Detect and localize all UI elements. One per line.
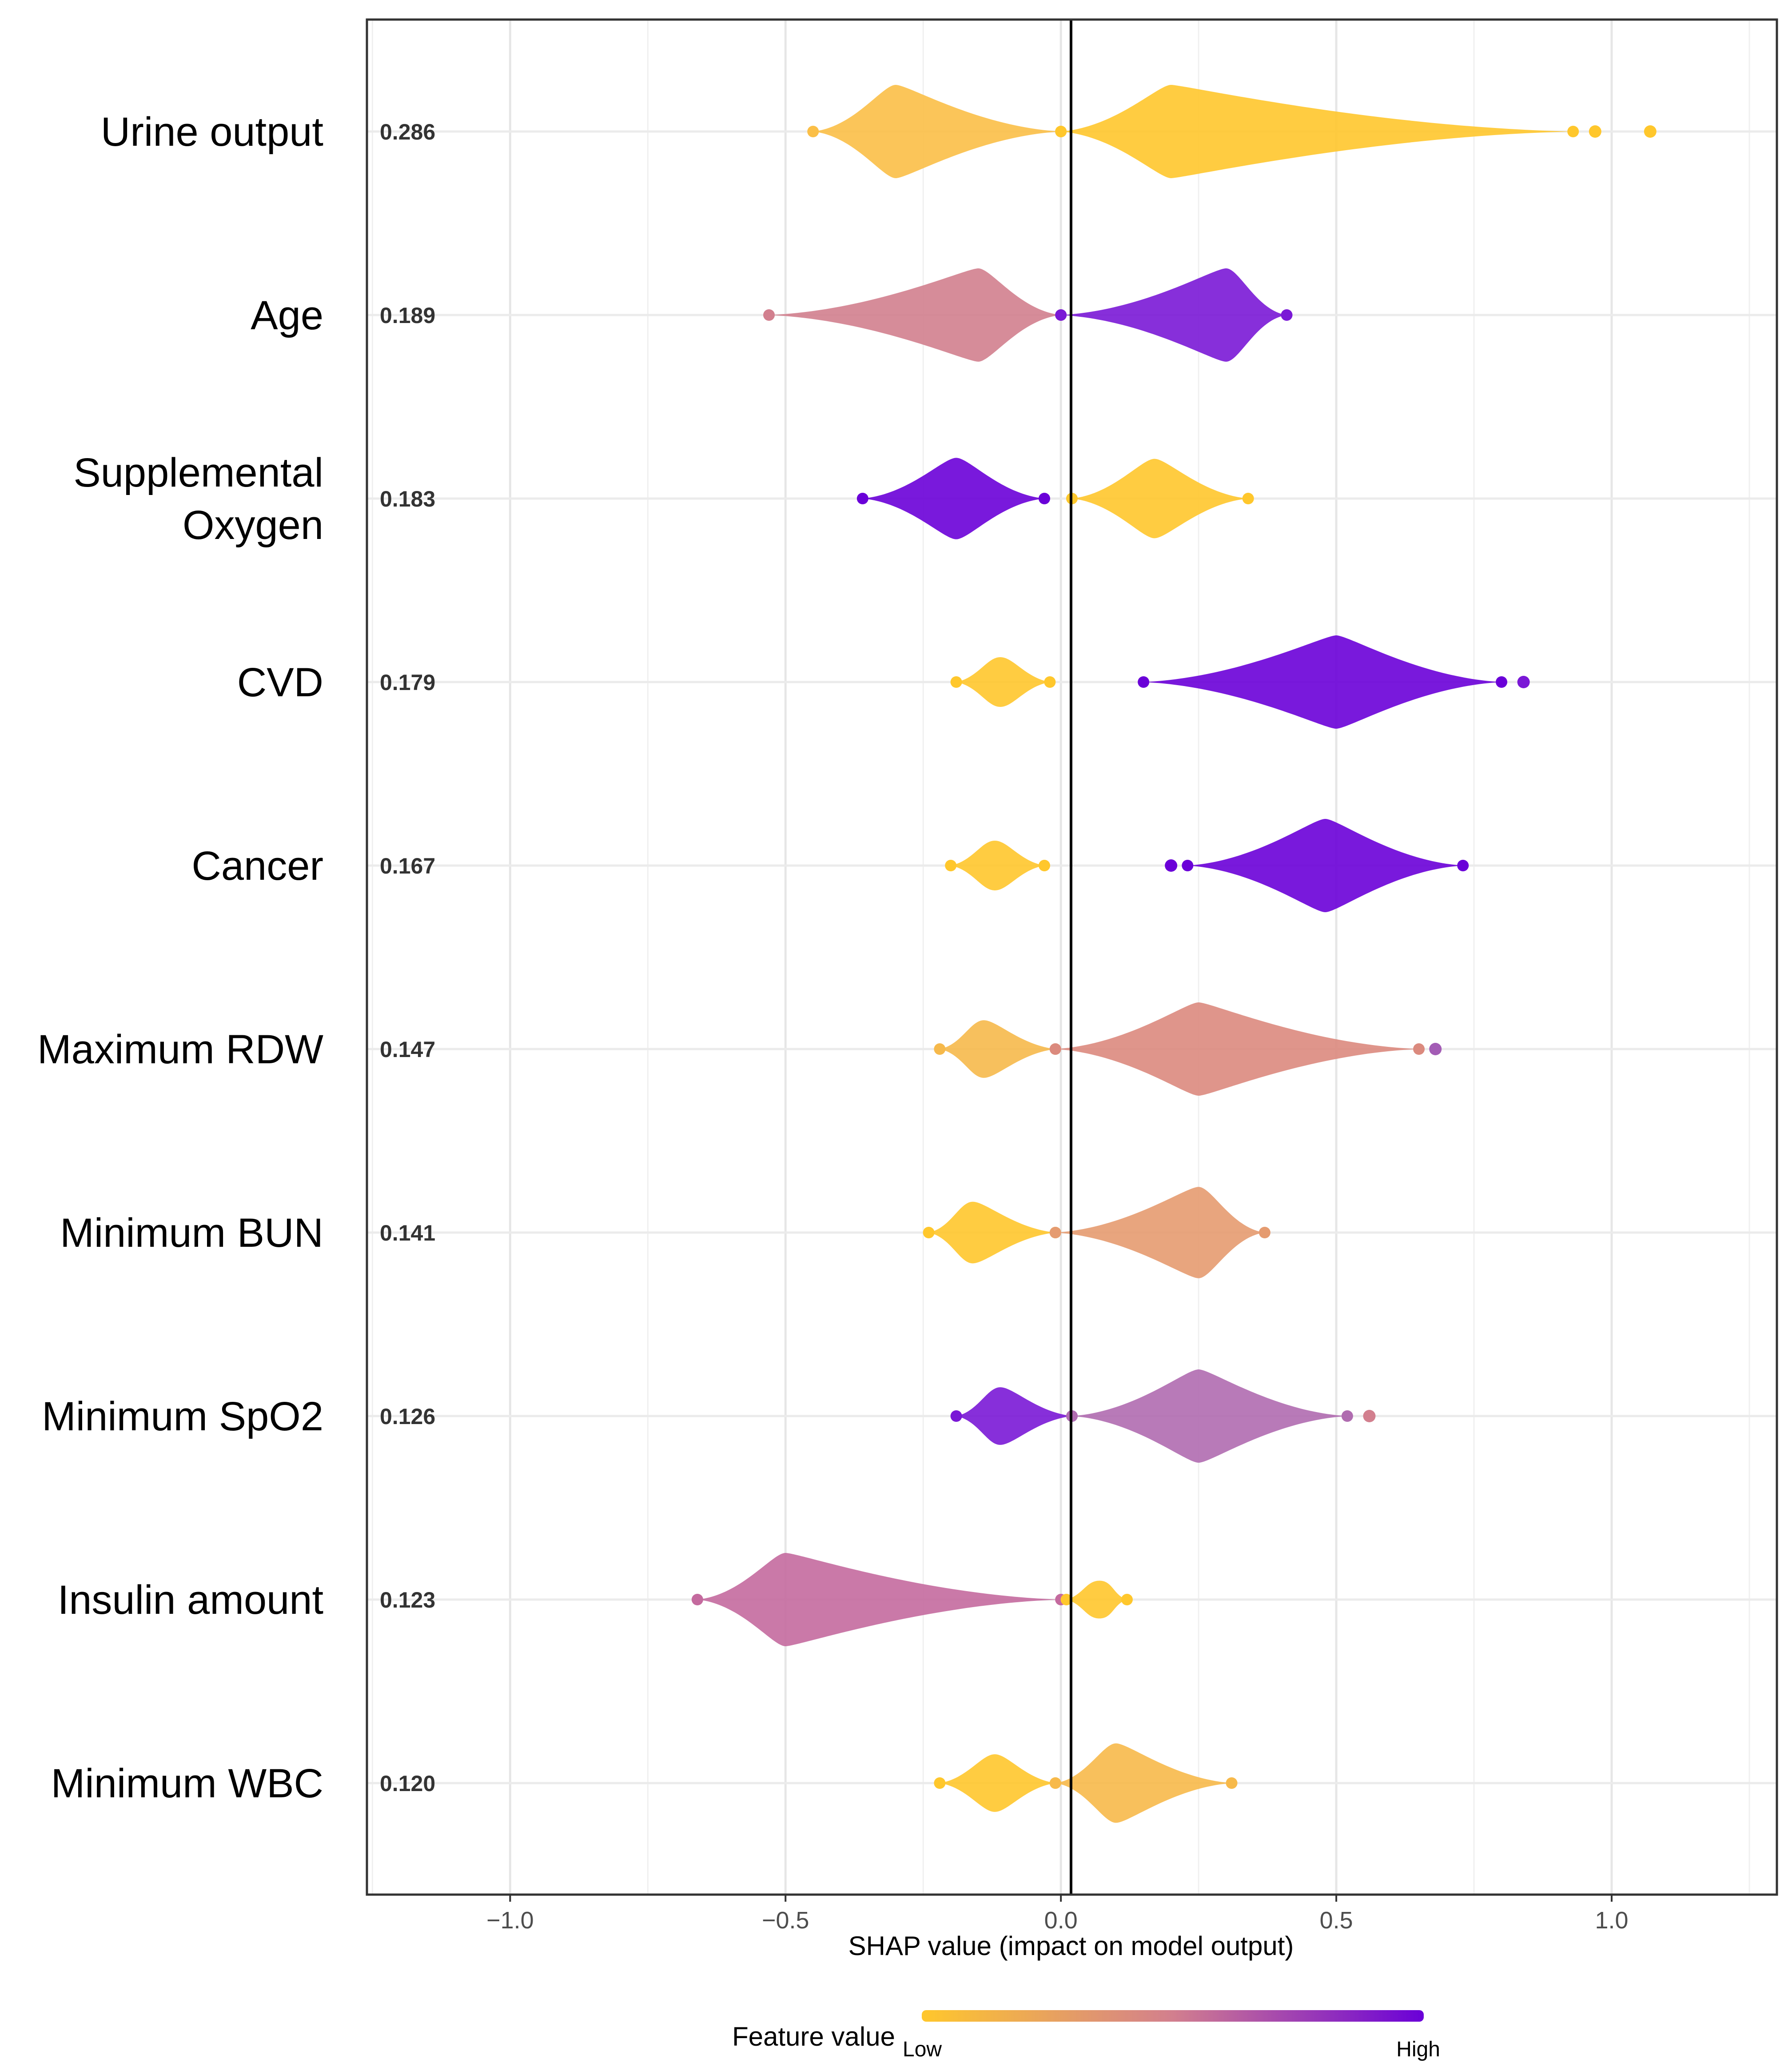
x-tick-label: 0.5	[1320, 1907, 1353, 1934]
high-value-points-end-point	[1049, 1227, 1061, 1238]
feature-label: Maximum RDW	[37, 1027, 323, 1072]
low-value-points	[940, 1020, 1055, 1078]
low-value-points	[862, 458, 1045, 539]
low-value-points-end-point	[923, 1227, 935, 1238]
x-tick-label: −1.0	[486, 1907, 534, 1934]
low-value-points	[956, 1387, 1072, 1445]
low-value-points	[951, 841, 1045, 890]
low-value-points	[813, 85, 1061, 178]
high-value-points-end-point	[1049, 1043, 1061, 1055]
mean-shap-label: 0.183	[380, 487, 435, 511]
legend-high-label: High	[1396, 2038, 1440, 2061]
feature-label: Minimum BUN	[60, 1210, 323, 1256]
feature-label: CVD	[237, 660, 323, 705]
feature-label: Age	[251, 293, 323, 338]
high-value-points	[1061, 268, 1287, 362]
high-value-points-end-point	[1457, 860, 1469, 871]
x-tick-label: 0.0	[1044, 1907, 1078, 1934]
high-value-points-end-point	[1567, 126, 1579, 137]
high-value-points-end-point	[1182, 860, 1194, 871]
legend-title: Feature value	[732, 2022, 895, 2051]
high-value-points-end-point	[1242, 493, 1254, 504]
outlier-point	[1165, 859, 1178, 872]
low-value-points-end-point	[1044, 676, 1056, 688]
mean-shap-label: 0.179	[380, 670, 435, 695]
low-value-points-end-point	[1039, 493, 1051, 504]
low-value-points-end-point	[934, 1777, 946, 1789]
low-value-points	[940, 1754, 1055, 1812]
low-value-points-end-point	[950, 676, 962, 688]
low-value-points-end-point	[763, 309, 775, 321]
low-value-points-end-point	[945, 860, 957, 871]
high-value-points	[1143, 635, 1502, 729]
low-value-points-end-point	[934, 1043, 946, 1055]
high-value-points-end-point	[1226, 1777, 1238, 1789]
high-value-points-end-point	[1060, 1594, 1072, 1605]
high-value-points	[1072, 459, 1248, 539]
legend: Feature value Low High	[732, 2010, 1440, 2061]
high-value-points	[1072, 1369, 1347, 1463]
high-value-points	[1066, 1580, 1127, 1619]
high-value-points-end-point	[1413, 1043, 1425, 1055]
data-points	[691, 85, 1657, 1823]
high-value-points	[1055, 1002, 1419, 1096]
high-value-points	[1055, 1743, 1232, 1823]
outlier-point	[1644, 125, 1657, 138]
x-axis-label: SHAP value (impact on model output)	[848, 1931, 1294, 1961]
feature-label: Minimum WBC	[51, 1761, 323, 1806]
x-tick-label: 1.0	[1595, 1907, 1629, 1934]
low-value-points-end-point	[856, 493, 868, 504]
high-value-points-end-point	[1055, 126, 1067, 137]
high-value-points-end-point	[1121, 1594, 1133, 1605]
feature-label: Supplemental Oxygen	[73, 450, 323, 548]
high-value-points	[1055, 1187, 1265, 1278]
high-value-points	[1187, 819, 1463, 912]
mean-shap-label: 0.189	[380, 303, 435, 328]
feature-labels: Urine output 0.286 Age 0.189 Supplemental Oxy…	[37, 109, 435, 1806]
x-axis-ticks: −1.0 −0.5 0.0 0.5 1.0	[486, 1895, 1629, 1934]
high-value-points-end-point	[1496, 676, 1508, 688]
plot-border	[366, 18, 1778, 1896]
low-value-points-end-point	[691, 1594, 703, 1605]
mean-shap-label: 0.126	[380, 1404, 435, 1429]
mean-shap-label: 0.286	[380, 120, 435, 144]
feature-label: Minimum SpO2	[42, 1394, 323, 1439]
high-value-points-end-point	[1049, 1777, 1061, 1789]
high-value-points-end-point	[1281, 309, 1293, 321]
low-value-points	[769, 268, 1061, 362]
mean-shap-label: 0.123	[380, 1588, 435, 1612]
high-value-points-end-point	[1055, 309, 1067, 321]
feature-label: Insulin amount	[58, 1577, 323, 1623]
high-value-points	[1061, 85, 1573, 178]
outlier-point	[1589, 125, 1601, 138]
low-value-points-end-point	[950, 1410, 962, 1422]
low-value-points	[956, 657, 1050, 707]
mean-shap-label: 0.141	[380, 1221, 435, 1245]
outlier-point	[1429, 1043, 1442, 1055]
low-value-points	[697, 1553, 1061, 1646]
low-value-points	[928, 1201, 1055, 1264]
legend-low-label: Low	[903, 2038, 942, 2061]
mean-shap-label: 0.147	[380, 1037, 435, 1062]
x-tick-label: −0.5	[762, 1907, 809, 1934]
low-value-points-end-point	[1039, 860, 1051, 871]
high-value-points-end-point	[1258, 1227, 1270, 1238]
high-value-points-end-point	[1138, 676, 1150, 688]
feature-label: Cancer	[191, 843, 323, 889]
feature-label: Urine output	[101, 109, 323, 155]
mean-shap-label: 0.167	[380, 854, 435, 878]
high-value-points-end-point	[1341, 1410, 1353, 1422]
outlier-point	[1363, 1410, 1376, 1422]
mean-shap-label: 0.120	[380, 1771, 435, 1796]
legend-colorbar	[922, 2010, 1424, 2022]
low-value-points-end-point	[807, 126, 819, 137]
outlier-point	[1517, 676, 1530, 688]
